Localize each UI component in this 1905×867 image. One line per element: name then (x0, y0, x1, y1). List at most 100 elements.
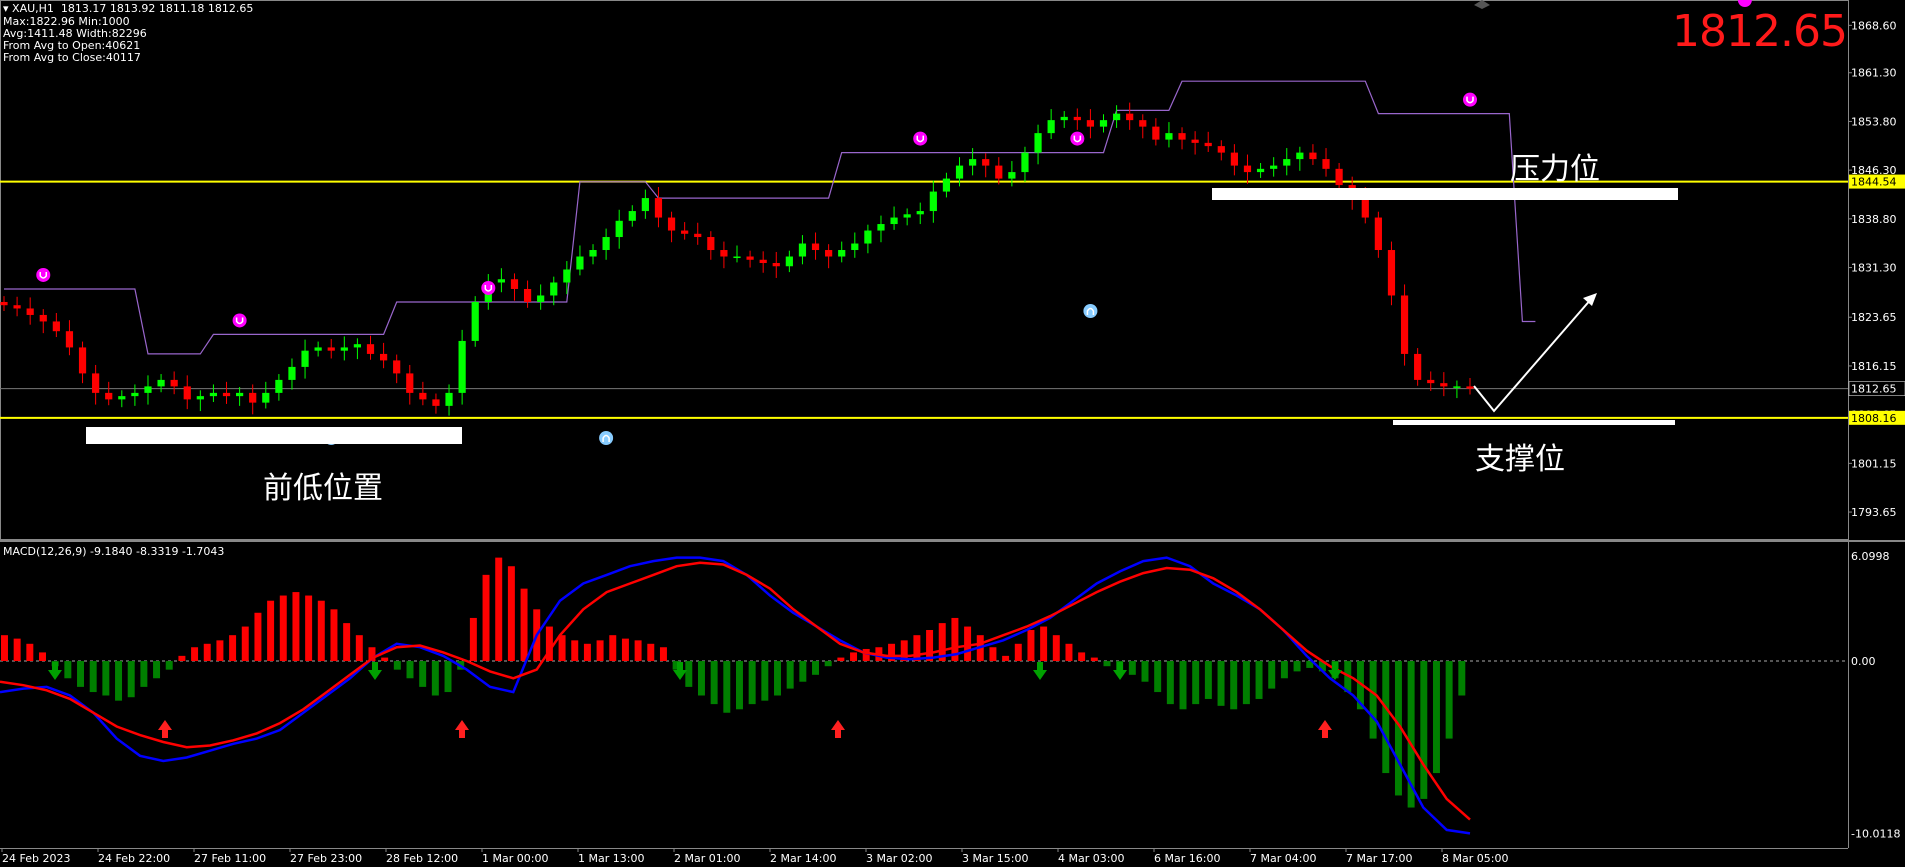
candle-body (811, 243, 820, 251)
macd-histogram-bar (115, 661, 123, 701)
macd-histogram-bar (1445, 661, 1453, 739)
candle-body (523, 288, 532, 302)
fractal-down-marker (599, 431, 614, 445)
macd-histogram-bar (203, 643, 211, 662)
candle-body (249, 392, 257, 403)
projection-arrowhead-icon (1583, 293, 1597, 306)
fractal-up-glyph (484, 284, 493, 292)
macd-histogram-bar (254, 612, 262, 662)
candle-body (890, 217, 898, 225)
macd-histogram-bar (39, 652, 46, 662)
macd-histogram-bar (938, 623, 946, 662)
macd-histogram-bar (558, 635, 566, 662)
macd-histogram-bar (178, 655, 186, 662)
candle-body (720, 250, 728, 257)
previous-low-bar (86, 427, 462, 444)
collapse-triangle-icon[interactable]: ▾ (3, 2, 9, 15)
candle-body (1060, 116, 1068, 121)
macd-histogram-bar (786, 661, 794, 689)
time-tick-label: 4 Mar 03:00 (1058, 852, 1124, 865)
candle-body (262, 392, 270, 403)
candle-body (550, 282, 558, 296)
fractal-up-glyph (235, 317, 244, 325)
macd-histogram-bar (102, 661, 110, 696)
macd-histogram-bar (812, 661, 820, 675)
macd-buy-arrow-icon (158, 720, 172, 738)
candle-body (157, 379, 165, 387)
candle-body (1270, 165, 1278, 169)
candle-body (118, 396, 126, 400)
candle-body (667, 217, 676, 231)
macd-histogram-bar (127, 661, 135, 698)
candle-body (1152, 126, 1160, 140)
candle-body (510, 279, 519, 289)
candle-body (746, 256, 754, 260)
candle-body (1361, 198, 1369, 218)
candle-body (982, 159, 990, 166)
main-pane-border (0, 0, 1849, 540)
macd-histogram-bar (1154, 661, 1162, 693)
macd-histogram-bar (26, 643, 34, 662)
candle-body (1322, 159, 1330, 169)
macd-histogram-bar (368, 647, 376, 662)
macd-buy-arrow-icon (455, 720, 469, 738)
macd-histogram-bar (317, 600, 325, 662)
macd-histogram-bar (900, 640, 908, 662)
candle-body (78, 347, 87, 374)
candle-body (1217, 146, 1225, 153)
current-price-box (1848, 381, 1905, 396)
candle-body (576, 256, 584, 270)
time-tick-label: 24 Feb 22:00 (98, 852, 170, 865)
macd-histogram-bar (1090, 657, 1098, 662)
time-tick-label: 2 Mar 14:00 (770, 852, 836, 865)
price-tick-label: 1868.60 (1851, 19, 1897, 32)
time-tick-label: 2 Mar 01:00 (674, 852, 740, 865)
macd-histogram-bar (1128, 661, 1136, 675)
macd-sell-arrow-icon (368, 662, 382, 680)
macd-histogram-bar (469, 617, 477, 662)
macd-histogram-bar (1318, 661, 1326, 672)
price-tick-label: 1816.15 (1851, 360, 1897, 373)
macd-histogram-bar (216, 640, 224, 662)
time-tick-label: 1 Mar 00:00 (482, 852, 548, 865)
candle-body (1204, 142, 1212, 147)
time-tick-label: 27 Feb 23:00 (290, 852, 362, 865)
macd-histogram-bar (1027, 630, 1035, 662)
macd-histogram-bar (685, 661, 693, 687)
macd-histogram-bar (381, 657, 389, 662)
signal-line (0, 561, 1471, 821)
fractal-up-glyph (1073, 135, 1082, 143)
big-current-price: 1812.65 (1672, 6, 1848, 57)
fractal-up-marker (913, 131, 928, 146)
macd-histogram-bar (1002, 655, 1010, 662)
macd-histogram-bar (1293, 661, 1301, 672)
current-price-axis-label: 1812.65 (1851, 383, 1897, 396)
candle-body (497, 279, 505, 283)
price-tick-label: 1838.80 (1851, 213, 1897, 226)
macd-buy-arrow-icon (831, 720, 845, 738)
macd-histogram-bar (406, 661, 414, 679)
candle-body (1466, 386, 1474, 389)
candle-body (105, 392, 113, 400)
macd-histogram-bar (989, 647, 997, 662)
macd-line (0, 556, 1471, 835)
price-tick-label: 1846.30 (1851, 164, 1897, 177)
macd-histogram-bar (1230, 661, 1238, 710)
price-tick-label: 1853.80 (1851, 115, 1897, 128)
resistance-bar (1212, 188, 1678, 200)
price-tick-label: 1801.15 (1851, 457, 1897, 470)
level-axis-label: 1844.54 (1851, 176, 1897, 189)
fractal-up-glyph (39, 271, 48, 279)
macd-histogram-bar (748, 661, 756, 705)
macd-histogram-bar (444, 661, 452, 693)
candle-body (694, 233, 702, 238)
candle-body (916, 211, 924, 215)
fractal-up-glyph (1466, 96, 1474, 104)
candle-body (1387, 250, 1396, 296)
macd-histogram-bar (1268, 661, 1276, 689)
candle-body (458, 340, 466, 393)
annotation-overlays (86, 0, 1678, 444)
macd-histogram-bar (520, 588, 528, 662)
time-tick-label: 3 Mar 15:00 (962, 852, 1028, 865)
